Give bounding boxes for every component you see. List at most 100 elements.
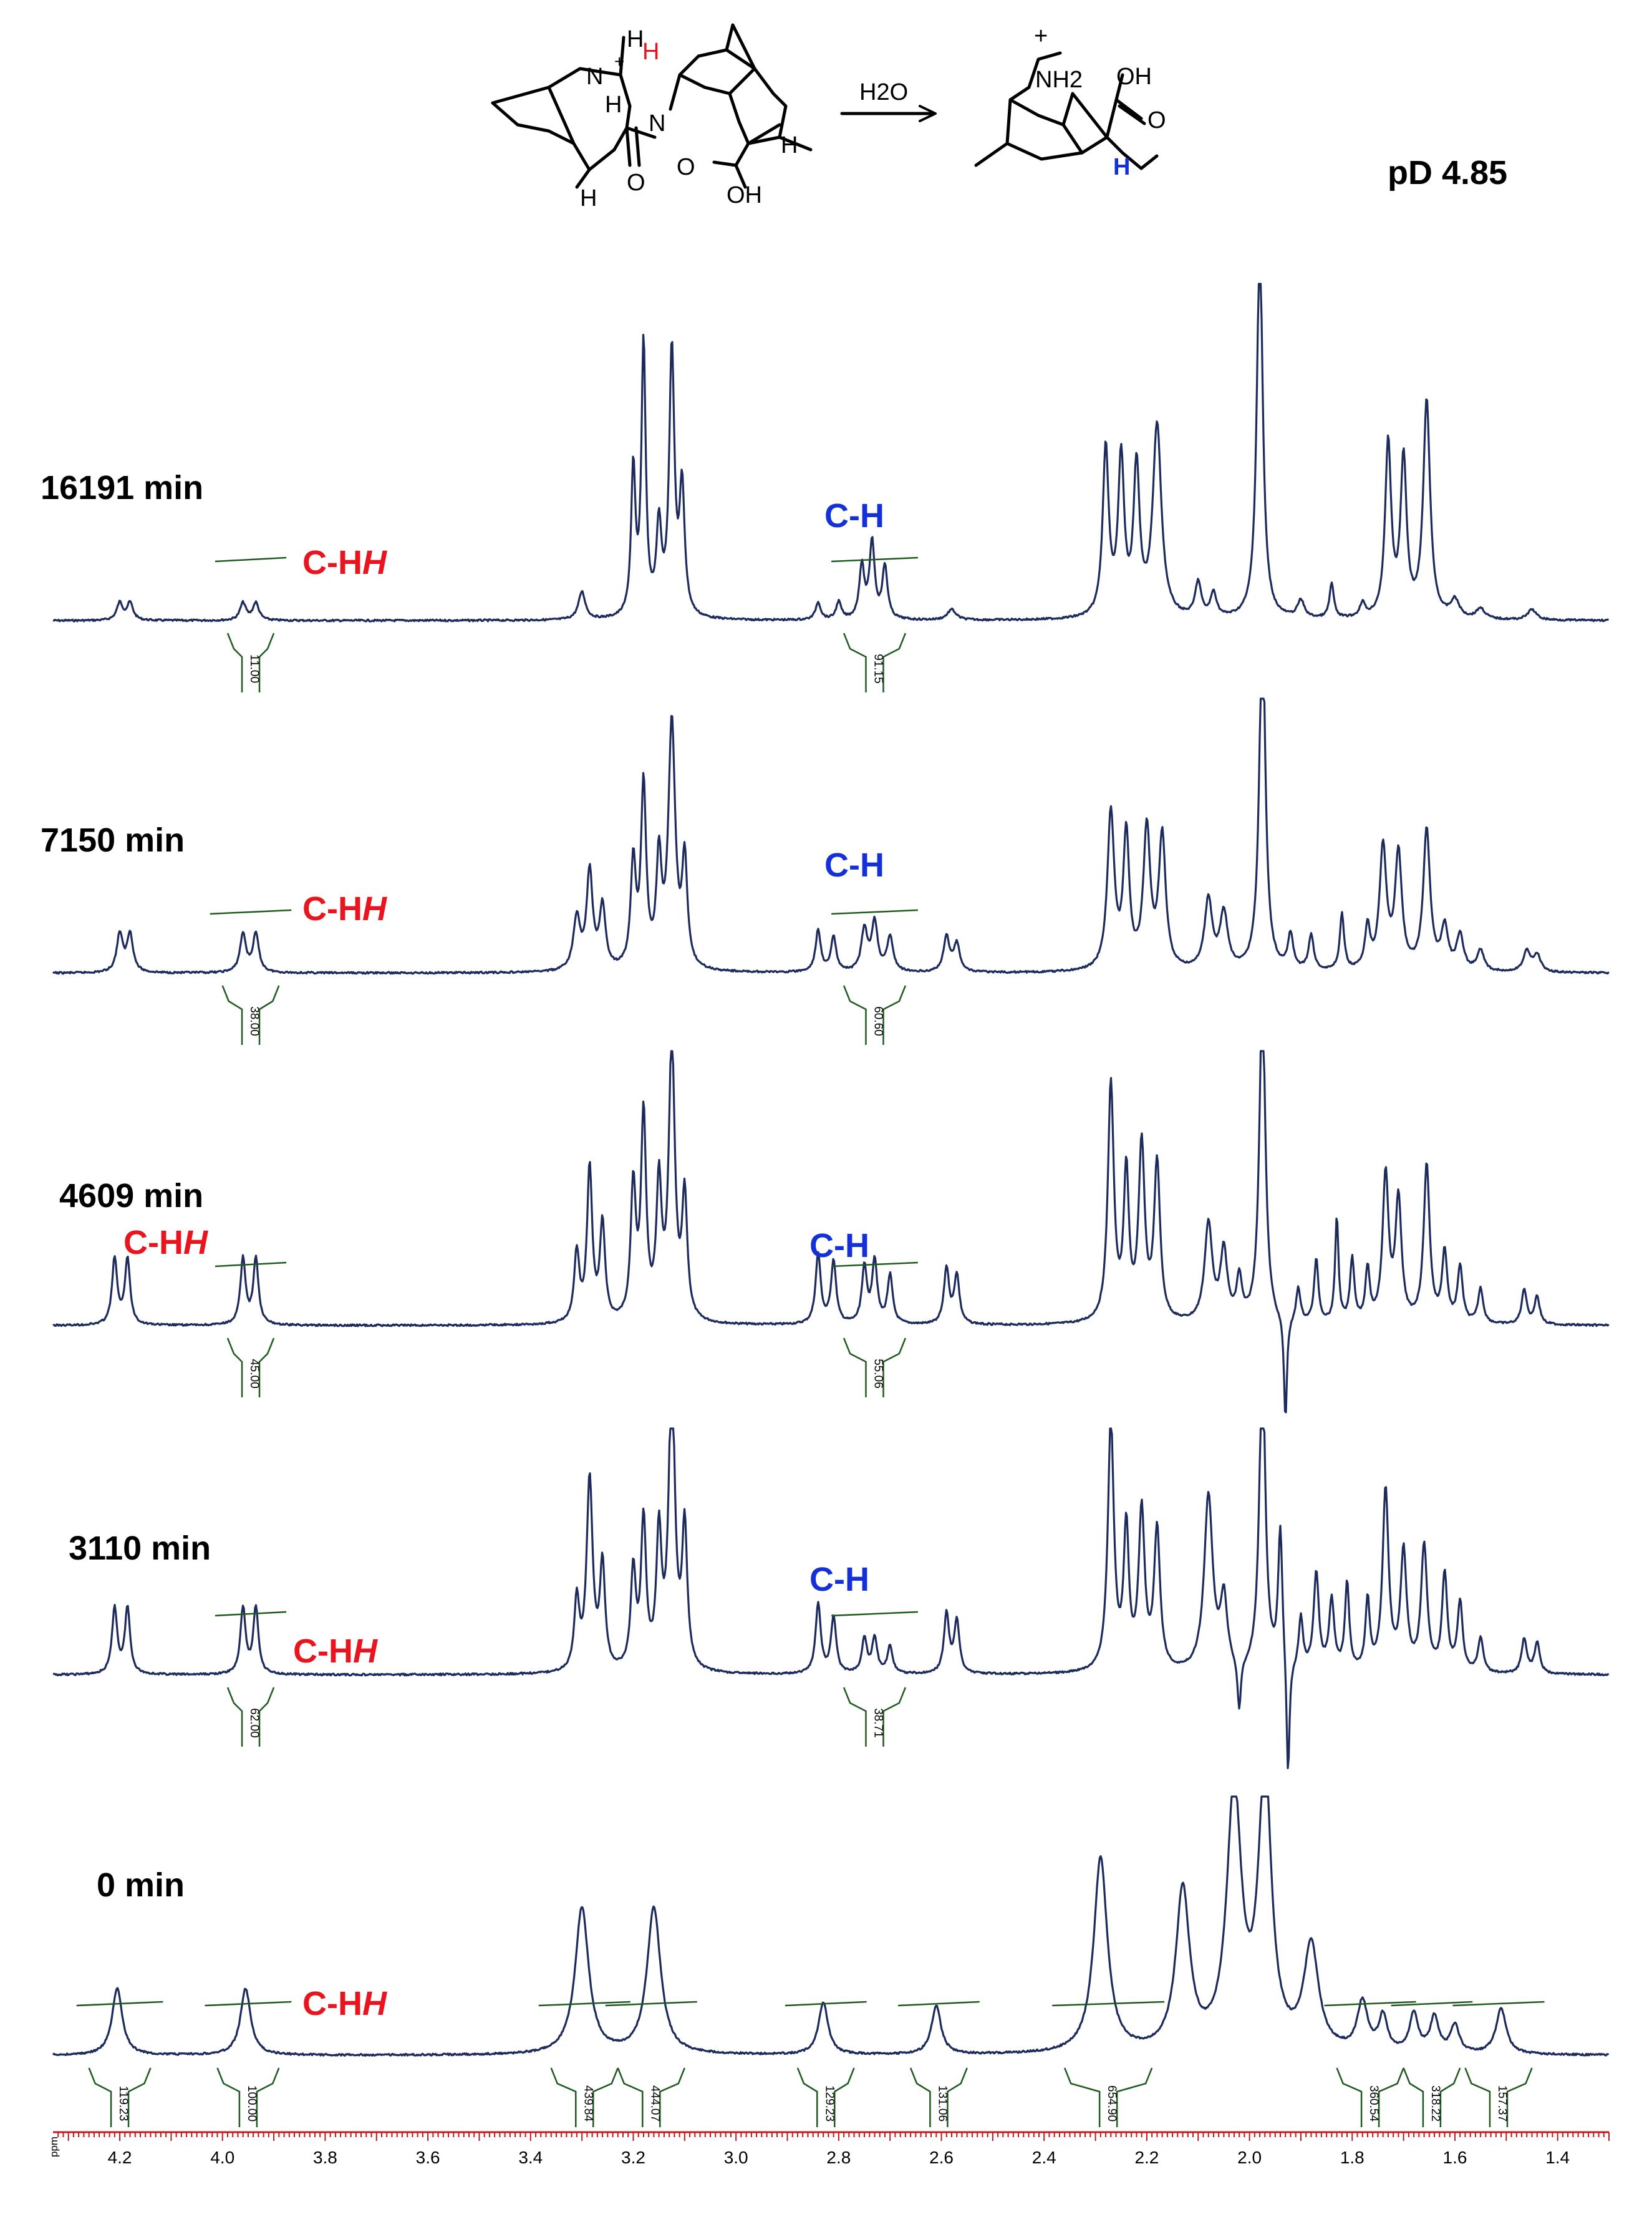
integral-region: 444.07 bbox=[605, 2001, 697, 2127]
spectrum-trace bbox=[52, 1427, 1610, 1769]
x-axis-caption: ppm bbox=[48, 2137, 60, 2157]
integral-value: 45.00 bbox=[248, 1359, 261, 1389]
integral-region: 119.23 bbox=[76, 2001, 163, 2127]
integral-value: 439.84 bbox=[581, 2085, 594, 2122]
integral-value: 119.23 bbox=[117, 2086, 130, 2122]
reactant-structure bbox=[491, 23, 813, 189]
reagent-label: H2O bbox=[859, 79, 908, 105]
reactant-atom-label: O bbox=[627, 170, 645, 196]
integral-value: 62.00 bbox=[248, 1708, 261, 1738]
integral-region: 62.00 bbox=[215, 1611, 287, 1747]
x-tick-label: 1.8 bbox=[1340, 2148, 1365, 2167]
integral-value: 129.23 bbox=[823, 2085, 836, 2122]
x-tick-label: 3.2 bbox=[621, 2148, 645, 2167]
ch-label: C-H bbox=[809, 1561, 869, 1598]
spectrum-1: 38.00 60.60 7150 min C-HH C-H bbox=[41, 697, 1610, 1045]
time-label: 0 min bbox=[97, 1866, 185, 1904]
reactant-atom-label: H bbox=[580, 185, 597, 211]
spectrum-2: 45.00 55.06 4609 min C-HH C-H bbox=[52, 1050, 1610, 1414]
product-structure bbox=[974, 51, 1159, 170]
chh-label: C-HH bbox=[123, 1224, 208, 1261]
reactant-atom-label: O bbox=[677, 154, 695, 180]
integral-region: 360.54 bbox=[1324, 2001, 1416, 2127]
integral-region: 60.60 bbox=[831, 909, 918, 1045]
chh-label: C-HH bbox=[302, 544, 387, 581]
integral-region: 55.06 bbox=[831, 1261, 918, 1397]
x-tick-label: 2.4 bbox=[1032, 2148, 1056, 2167]
x-tick-label: 2.0 bbox=[1237, 2148, 1262, 2167]
integral-region: 11.00 bbox=[215, 556, 287, 692]
product-atom-label: OH bbox=[1116, 64, 1152, 90]
x-tick-label: 2.8 bbox=[826, 2148, 851, 2167]
chh-label: C-HH bbox=[302, 890, 387, 928]
integral-region: 129.23 bbox=[785, 2001, 867, 2127]
x-tick-label: 1.6 bbox=[1443, 2148, 1467, 2167]
spectrum-trace bbox=[52, 1795, 1610, 2057]
integral-region: 45.00 bbox=[215, 1261, 287, 1397]
spectrum-trace bbox=[52, 1050, 1610, 1414]
reaction-arrow bbox=[840, 105, 937, 122]
spectrum-trace bbox=[52, 283, 1609, 623]
x-tick-label: 3.0 bbox=[724, 2148, 748, 2167]
time-label: 7150 min bbox=[41, 822, 185, 859]
integral-value: 38.71 bbox=[871, 1708, 884, 1738]
reactant-atom-label: H bbox=[627, 26, 644, 52]
chh-label: C-HH bbox=[302, 1985, 387, 2022]
reactant-atom-label: OH bbox=[727, 182, 762, 208]
reaction-scheme bbox=[491, 23, 1159, 189]
integral-region: 157.37 bbox=[1452, 2001, 1545, 2127]
integral-value: 131.06 bbox=[935, 2085, 949, 2122]
reactant-atom-label: H bbox=[781, 132, 798, 158]
time-label: 16191 min bbox=[41, 469, 203, 507]
time-label: 4609 min bbox=[59, 1177, 203, 1215]
reactant-atom-label: N bbox=[649, 110, 665, 137]
integral-value: 444.07 bbox=[648, 2085, 661, 2122]
integral-region: 318.22 bbox=[1391, 2001, 1473, 2127]
spectrum-4: 119.23 100.00 439.84 444.07 129.23 131.06 654.… bbox=[52, 1795, 1610, 2127]
integral-region: 38.71 bbox=[831, 1611, 918, 1747]
time-label: 3110 min bbox=[69, 1530, 211, 1567]
ch-label: C-H bbox=[824, 497, 884, 535]
integral-value: 360.54 bbox=[1367, 2085, 1380, 2122]
product-atom-label: NH2 bbox=[1035, 67, 1083, 93]
reactant-atom-label: N bbox=[586, 64, 603, 90]
integral-value: 654.90 bbox=[1105, 2085, 1118, 2122]
integral-value: 318.22 bbox=[1429, 2085, 1442, 2122]
chh-label: C-HH bbox=[293, 1633, 378, 1670]
product-atom-label: H bbox=[1113, 154, 1130, 180]
integral-region: 654.90 bbox=[1052, 2001, 1165, 2127]
x-tick-label: 4.2 bbox=[108, 2148, 132, 2167]
integral-region: 91.15 bbox=[831, 556, 918, 692]
x-tick-label: 2.6 bbox=[929, 2148, 954, 2167]
x-tick-label: 2.2 bbox=[1134, 2148, 1159, 2167]
integral-region: 131.06 bbox=[898, 2001, 980, 2127]
product-atom-label: + bbox=[1034, 23, 1048, 49]
x-tick-label: 3.8 bbox=[313, 2148, 337, 2167]
integral-value: 91.15 bbox=[871, 654, 884, 684]
integral-region: 38.00 bbox=[210, 909, 292, 1045]
x-tick-label: 1.4 bbox=[1545, 2148, 1570, 2167]
spectrum-0: 11.00 91.15 16191 min C-HH C-H bbox=[41, 283, 1609, 692]
integral-value: 55.06 bbox=[871, 1359, 884, 1389]
integral-value: 11.00 bbox=[248, 654, 261, 683]
product-atom-label: O bbox=[1147, 107, 1166, 133]
ch-label: C-H bbox=[824, 847, 884, 884]
reactant-atom-label: H bbox=[605, 92, 622, 118]
ch-label: C-H bbox=[809, 1227, 869, 1264]
x-axis: 4.2 4.0 3.8 3.6 3.4 3.2 3.0 2.8 2.6 2.4 2.2 2.0 1.8 1… bbox=[48, 2131, 1610, 2167]
x-tick-label: 3.6 bbox=[416, 2148, 440, 2167]
x-tick-label: 3.4 bbox=[518, 2148, 543, 2167]
x-tick-label: 4.0 bbox=[210, 2148, 234, 2167]
integral-region: 100.00 bbox=[205, 2001, 292, 2127]
integral-region: 439.84 bbox=[538, 2001, 630, 2127]
scheme-labels: H N + H H N O H O OH H H2O + NH2 OH O H bbox=[580, 23, 1166, 211]
reactant-atom-label: H bbox=[642, 39, 659, 65]
integral-value: 100.00 bbox=[245, 2085, 258, 2122]
spectrum-trace bbox=[52, 697, 1610, 975]
integral-value: 157.37 bbox=[1495, 2085, 1509, 2122]
spectrum-3: 62.00 38.71 3110 min C-HH C-H bbox=[52, 1427, 1610, 1769]
integral-value: 60.60 bbox=[871, 1006, 884, 1036]
condition-label: pD 4.85 bbox=[1388, 154, 1507, 192]
integral-value: 38.00 bbox=[248, 1006, 261, 1036]
